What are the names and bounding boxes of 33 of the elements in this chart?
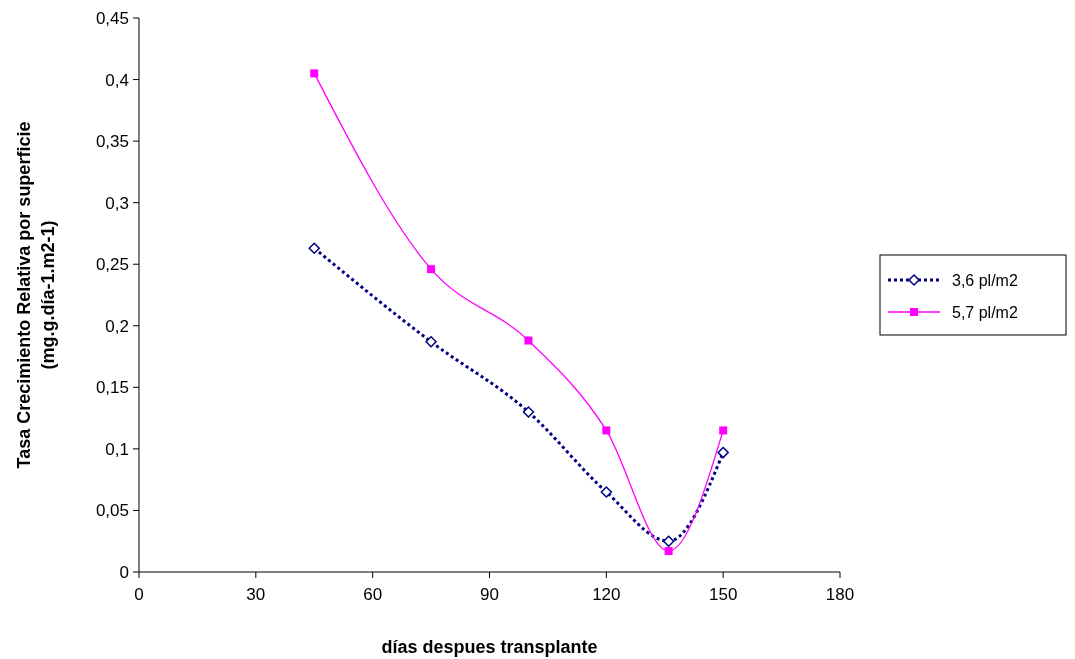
point xyxy=(524,336,533,345)
point xyxy=(719,426,728,435)
y-tick-label: 0,45 xyxy=(95,9,129,28)
y-tick-label: 0,4 xyxy=(105,70,129,90)
x-tick-label: 90 xyxy=(480,585,499,604)
y-tick-label: 0,15 xyxy=(95,378,129,398)
point xyxy=(664,547,673,556)
y-tick-label: 0,25 xyxy=(95,255,129,275)
x-tick-label: 180 xyxy=(825,585,855,604)
x-tick-label: 30 xyxy=(246,585,266,604)
y-axis-title: Tasa Crecimiento Relativa por superficie (mg.g.día-1.m2-1) xyxy=(14,121,58,469)
x-axis-title: días despues transplante xyxy=(381,637,598,657)
x-tick-label: 60 xyxy=(363,585,383,604)
point xyxy=(600,486,613,498)
y-tick-label: 0,3 xyxy=(105,193,129,213)
point xyxy=(310,69,319,78)
y-tick-label: 0,1 xyxy=(105,439,129,459)
x-tick-label: 150 xyxy=(708,585,738,604)
point xyxy=(427,265,436,274)
point xyxy=(602,426,611,435)
point xyxy=(662,535,675,547)
y-tick-label: 0,2 xyxy=(105,316,129,336)
point xyxy=(425,336,437,348)
y-tick-label: 0 xyxy=(119,563,129,582)
point xyxy=(522,406,535,418)
point xyxy=(308,242,320,254)
x-tick-label: 120 xyxy=(592,585,621,604)
y-tick-label: 0,05 xyxy=(95,501,129,521)
legend-label: 3,6 pl/m2 xyxy=(952,272,1018,289)
legend-label: 5,7 pl/m2 xyxy=(952,304,1018,321)
point xyxy=(717,446,729,459)
x-tick-label: 0 xyxy=(134,585,144,604)
y-tick-label: 0,35 xyxy=(95,132,129,152)
